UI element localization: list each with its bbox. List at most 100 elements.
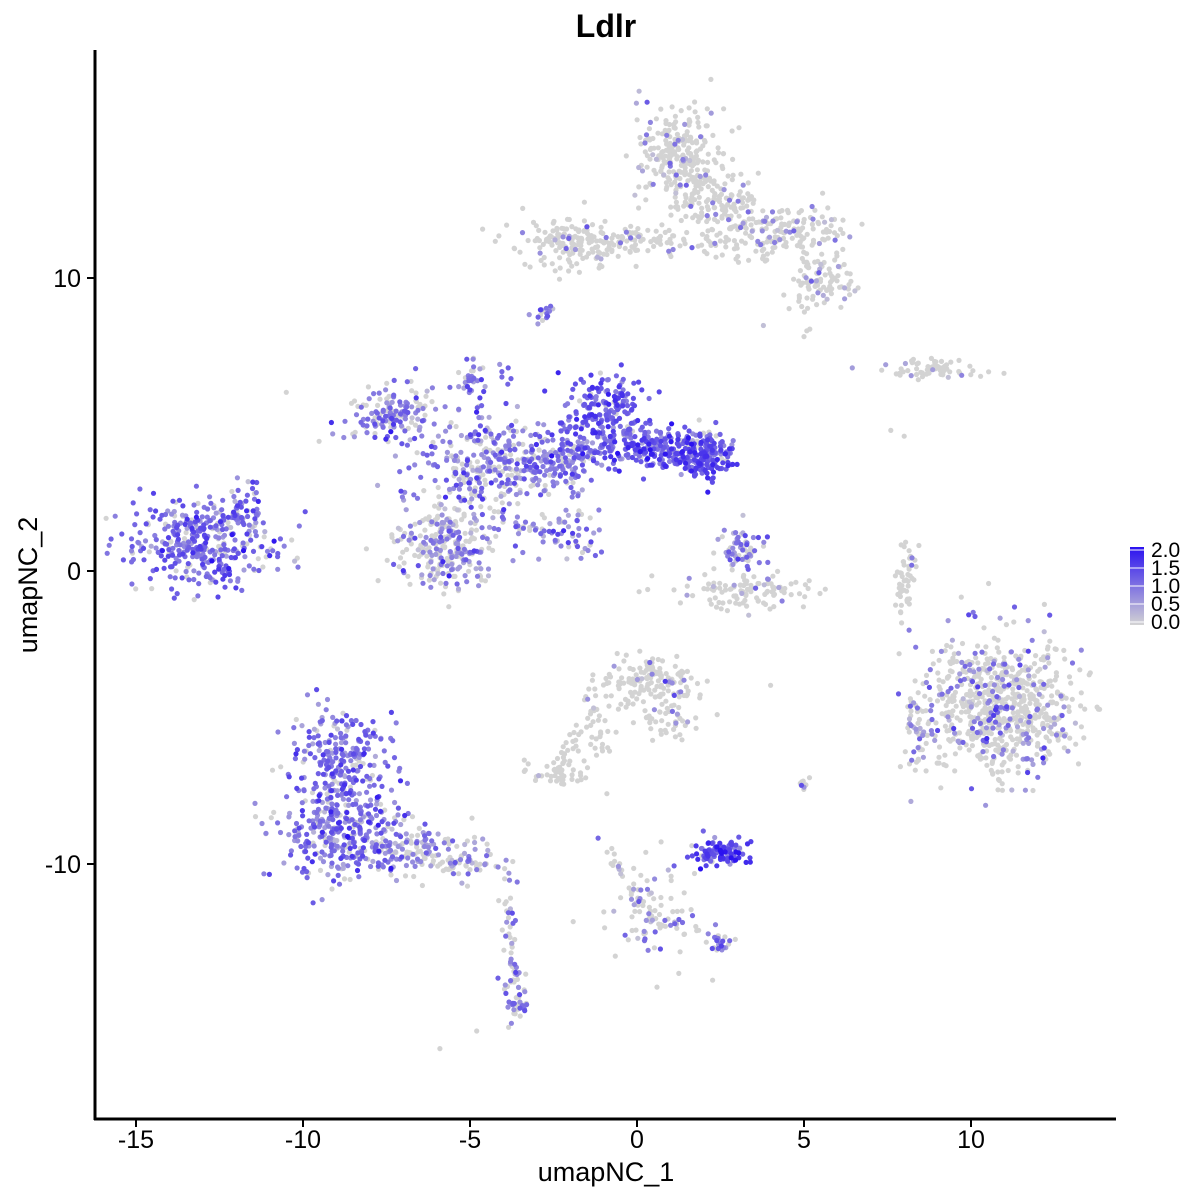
cell-point	[465, 871, 471, 877]
cell-point	[951, 698, 957, 704]
cell-point	[636, 589, 642, 595]
cell-point	[799, 303, 805, 310]
cell-point	[709, 945, 715, 952]
cell-point	[469, 815, 475, 821]
cell-point	[222, 584, 228, 590]
cell-point	[253, 520, 259, 526]
cell-point	[504, 919, 510, 925]
cell-point	[694, 167, 701, 173]
cell-point	[515, 984, 522, 991]
cell-point	[527, 527, 533, 534]
cell-point	[691, 473, 698, 479]
cell-point	[1036, 714, 1042, 720]
cell-point	[991, 753, 997, 760]
cell-point	[897, 764, 904, 770]
cell-point	[482, 862, 488, 868]
cell-point	[374, 831, 380, 837]
cell-point	[719, 439, 725, 445]
cell-point	[986, 691, 992, 698]
cell-point	[134, 511, 140, 517]
cell-point	[380, 407, 386, 413]
cell-point	[404, 849, 410, 855]
cell-point	[740, 220, 746, 226]
cell-point	[170, 552, 176, 558]
cell-point	[827, 279, 834, 285]
cell-point	[152, 532, 158, 539]
cell-point	[338, 768, 345, 775]
cell-point	[533, 475, 539, 481]
cell-point	[986, 698, 993, 704]
cell-point	[484, 853, 490, 859]
cell-point	[459, 880, 465, 886]
cell-point	[1010, 748, 1016, 754]
cell-point	[805, 284, 811, 290]
cell-point	[624, 411, 630, 417]
cell-point	[956, 739, 962, 746]
cell-point	[682, 241, 688, 247]
cell-point	[426, 545, 432, 551]
cell-point	[179, 575, 185, 581]
cell-point	[374, 801, 380, 807]
cell-point	[842, 296, 848, 302]
cell-point	[364, 789, 370, 795]
cell-point	[509, 940, 515, 946]
cell-point	[471, 375, 477, 381]
cell-point	[700, 143, 706, 149]
cell-point	[618, 701, 624, 707]
cell-point	[310, 798, 316, 804]
cell-point	[688, 168, 695, 174]
cell-point	[712, 834, 718, 841]
cell-point	[286, 774, 292, 780]
cell-point	[612, 953, 618, 959]
cell-point	[331, 878, 337, 884]
cell-point	[369, 410, 375, 416]
cell-point	[199, 556, 205, 562]
cell-point	[810, 216, 816, 222]
cell-point	[731, 238, 738, 244]
cell-point	[991, 635, 998, 641]
cell-point	[837, 226, 844, 232]
cell-point	[667, 458, 673, 465]
cell-point	[307, 751, 313, 757]
cell-point	[791, 276, 797, 282]
cell-point	[619, 675, 625, 681]
cell-point	[281, 543, 287, 549]
cell-point	[987, 666, 993, 672]
cell-point	[720, 204, 726, 210]
cell-point	[915, 745, 921, 751]
cell-point	[346, 774, 352, 781]
cell-point	[644, 886, 651, 892]
cell-point	[804, 328, 810, 334]
cell-point	[647, 156, 653, 162]
cell-point	[632, 192, 638, 198]
cell-point	[503, 857, 509, 863]
cell-point	[669, 104, 675, 110]
cell-point	[438, 502, 444, 508]
cell-point	[715, 150, 722, 156]
cell-point	[959, 640, 966, 647]
cell-point	[840, 246, 846, 252]
cell-point	[741, 572, 747, 578]
cell-point	[548, 303, 554, 309]
cell-point	[968, 786, 975, 792]
cell-point	[535, 482, 541, 488]
cell-point	[333, 741, 339, 747]
cell-point	[973, 655, 979, 661]
cell-point	[232, 498, 238, 504]
cell-point	[316, 438, 322, 444]
cell-point	[954, 715, 960, 721]
cell-point	[909, 562, 915, 568]
cell-point	[968, 704, 974, 710]
cell-point	[1055, 737, 1061, 743]
cell-point	[1047, 612, 1053, 618]
cell-point	[539, 511, 545, 518]
cell-point	[634, 676, 641, 683]
cell-point	[593, 693, 599, 699]
cell-point	[657, 709, 663, 715]
cell-point	[320, 859, 327, 865]
cell-point	[663, 137, 669, 144]
cell-point	[653, 719, 659, 725]
cell-point	[522, 519, 529, 525]
cell-point	[794, 219, 800, 225]
cell-point	[1078, 724, 1084, 730]
